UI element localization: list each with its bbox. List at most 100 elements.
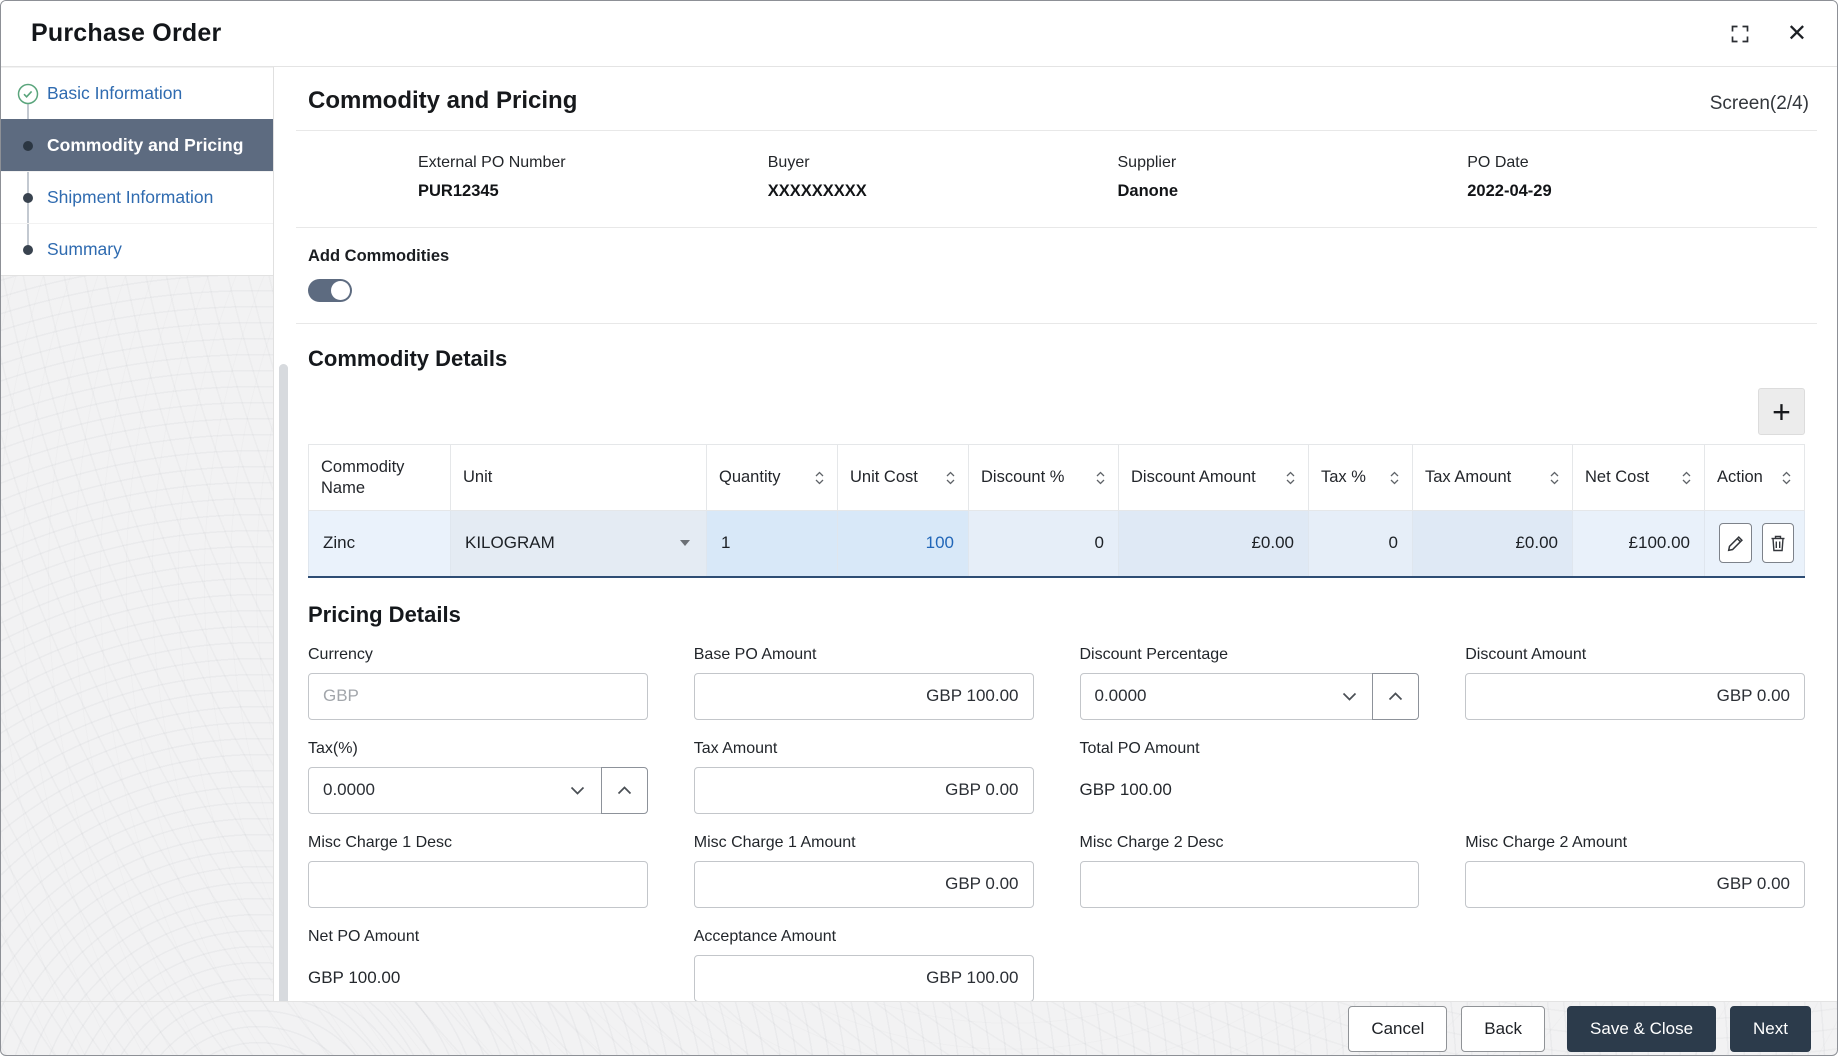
sidebar-item-commodity-and-pricing[interactable]: Commodity and Pricing [1,119,273,171]
misc-charge-1-amount-input[interactable] [693,860,1034,908]
delete-row-button[interactable] [1762,523,1794,564]
misc-charge-2-amount-field: Misc Charge 2 Amount [1465,834,1805,908]
sidebar-item-basic-information[interactable]: Basic Information [1,67,273,119]
next-button[interactable]: Next [1730,1005,1811,1052]
column-header-action: Action [1704,444,1805,511]
chevron-up-icon[interactable] [600,766,648,814]
sort-icon[interactable] [1389,469,1400,487]
currency-input[interactable] [308,672,648,720]
close-icon[interactable]: ✕ [1783,18,1811,50]
discount-percentage-field: Discount Percentage 0.0000 [1079,645,1420,720]
step-label: Commodity and Pricing [47,135,244,155]
sort-icon[interactable] [945,469,956,487]
add-commodity-button[interactable]: + [1758,388,1805,435]
step-bullet-icon [23,244,33,255]
field-label: Misc Charge 1 Amount [693,833,856,851]
delete-icon [1771,535,1785,551]
chevron-down-icon[interactable] [555,768,601,813]
restore-window-icon[interactable] [1725,19,1755,49]
table-row: Zinc KILOGRAM 1 100 0 £0.00 0 [308,510,1805,578]
field-label: Currency [308,645,373,663]
sort-icon[interactable] [1549,469,1560,487]
info-label: Buyer [767,154,810,171]
po-info-field: Supplier Danone [1118,154,1468,201]
net-po-amount-field: Net PO Amount GBP 100.00 [308,928,648,1002]
misc-charge-2-desc-input[interactable] [1079,860,1420,908]
grid-spacer [1465,928,1805,1002]
cell-tax-amount: £0.00 [1412,510,1573,578]
cancel-button[interactable]: Cancel [1348,1005,1448,1052]
column-header-unit-cost: Unit Cost [837,444,969,511]
misc-charge-1-desc-field: Misc Charge 1 Desc [308,834,648,908]
info-label: Supplier [1117,154,1177,171]
unit-value: KILOGRAM [465,533,555,553]
step-label: Shipment Information [47,187,214,207]
back-button[interactable]: Back [1461,1005,1546,1052]
step-bullet-icon [23,140,33,151]
field-label: Misc Charge 2 Amount [1465,833,1628,851]
main-panel: Commodity and Pricing Screen(2/4) Extern… [273,67,1837,1001]
field-label: Misc Charge 2 Desc [1079,833,1224,851]
acceptance-amount-field: Acceptance Amount [693,928,1034,1001]
discount-percentage-input[interactable]: 0.0000 [1079,672,1374,720]
po-info-field: PO Date 2022-04-29 [1467,154,1817,201]
sort-icon[interactable] [1781,469,1792,487]
column-header-net-cost: Net Cost [1572,444,1705,511]
page-title: Commodity and Pricing [308,87,578,114]
edit-row-button[interactable] [1719,523,1752,564]
cell-unit-select[interactable]: KILOGRAM [450,510,707,578]
misc-charge-2-amount-input[interactable] [1465,860,1805,908]
chevron-up-icon[interactable] [1372,672,1420,720]
cell-discount-pct[interactable]: 0 [968,510,1119,578]
dropdown-caret-icon [680,540,690,547]
cell-unit-cost[interactable]: 100 [837,510,969,578]
field-label: Tax(%) [308,739,358,757]
scrollbar-thumb[interactable] [279,364,288,1001]
section-title-commodity-details: Commodity Details [308,346,508,371]
add-commodities-toggle[interactable] [308,279,352,302]
discount-amount-field: Discount Amount [1465,646,1805,720]
discount-amount-input[interactable] [1465,672,1805,720]
net-po-amount-value: GBP 100.00 [308,967,401,987]
base-po-amount-input[interactable] [693,672,1034,720]
edit-icon [1727,535,1743,552]
pricing-form: Currency Base PO Amount Discount Percent… [308,645,1805,1002]
sort-icon[interactable] [814,469,825,487]
field-label: Discount Amount [1465,645,1587,663]
acceptance-amount-input[interactable] [693,954,1034,1001]
sort-icon[interactable] [1285,469,1296,487]
wizard-steps-sidebar: Basic Information Commodity and Pricing … [1,67,273,276]
window-title: Purchase Order [31,19,222,47]
misc-charge-1-amount-field: Misc Charge 1 Amount [693,833,1034,908]
grid-spacer [1080,928,1420,1002]
misc-charge-1-desc-input[interactable] [308,860,648,908]
save-and-close-button[interactable]: Save & Close [1567,1005,1717,1052]
sort-icon[interactable] [1095,469,1106,487]
field-label: Misc Charge 1 Desc [308,833,453,851]
field-label: Tax Amount [693,739,778,757]
sort-icon[interactable] [1681,469,1692,487]
content-scrollbar[interactable] [279,364,288,1001]
pricing-details-section: Pricing Details Currency Base PO Amount … [296,578,1817,1002]
column-header-unit: Unit [450,444,707,511]
misc-charge-2-desc-field: Misc Charge 2 Desc [1079,833,1420,908]
info-value: Danone [1117,182,1179,200]
table-header-row: Commodity Name Unit Quantity Unit Cost D… [308,444,1805,511]
tax-amount-input[interactable] [693,766,1034,814]
column-header-discount-pct: Discount % [968,444,1119,511]
info-label: PO Date [1467,154,1529,171]
sidebar-item-shipment-information[interactable]: Shipment Information [1,171,273,223]
tax-percent-field: Tax(%) 0.0000 [308,740,648,814]
cell-quantity[interactable]: 1 [706,510,838,578]
check-circle-icon [17,83,39,105]
column-header-quantity: Quantity [706,444,838,511]
cell-tax-pct[interactable]: 0 [1308,510,1413,578]
chevron-down-icon[interactable] [1326,674,1372,719]
field-label: Discount Percentage [1079,645,1229,663]
tax-percent-input[interactable]: 0.0000 [308,766,602,814]
table-toolbar: + [308,388,1805,435]
toggle-knob [331,281,350,300]
sidebar-item-summary[interactable]: Summary [1,223,273,275]
info-value: PUR12345 [418,182,499,200]
